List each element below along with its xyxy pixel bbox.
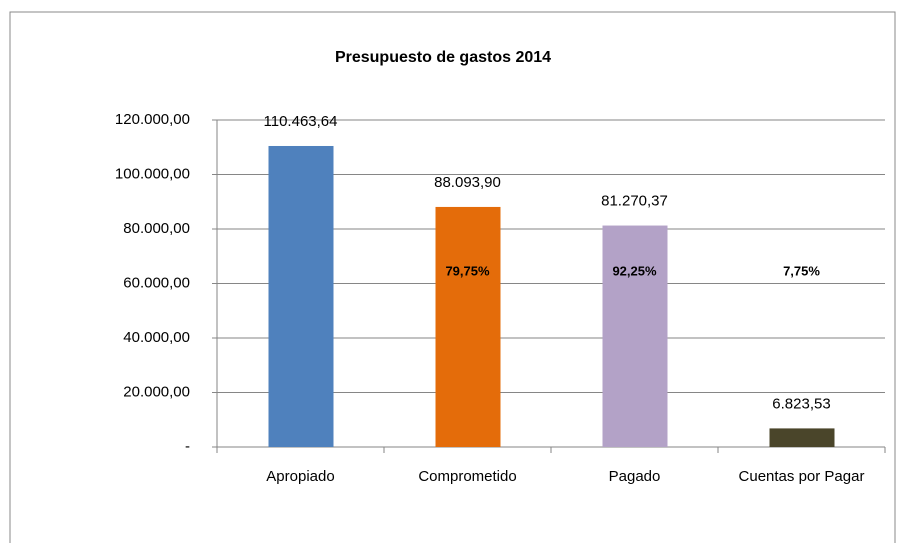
- percent-label: 79,75%: [445, 263, 490, 278]
- value-label: 110.463,64: [264, 113, 338, 130]
- value-label: 88.093,90: [434, 174, 501, 191]
- x-tick-label: Cuentas por Pagar: [739, 468, 865, 485]
- bar: [435, 206, 501, 447]
- value-label: 6.823,53: [772, 395, 830, 412]
- bar: [769, 428, 835, 447]
- y-tick-label: -: [185, 438, 190, 455]
- percent-label: 92,25%: [612, 263, 657, 278]
- value-label: 81.270,37: [601, 193, 668, 210]
- y-tick-label: 20.000,00: [123, 383, 190, 400]
- bar: [268, 145, 334, 448]
- x-tick-label: Comprometido: [418, 468, 516, 485]
- y-tick-label: 80.000,00: [123, 220, 190, 237]
- y-tick-label: 100.000,00: [115, 165, 190, 182]
- percent-label: 7,75%: [783, 263, 820, 278]
- x-tick-label: Pagado: [609, 468, 661, 485]
- x-tick-label: Apropiado: [266, 468, 334, 485]
- y-tick-label: 60.000,00: [123, 274, 190, 291]
- chart-title: Presupuesto de gastos 2014: [335, 49, 551, 66]
- y-tick-label: 40.000,00: [123, 329, 190, 346]
- y-tick-label: 120.000,00: [115, 111, 190, 128]
- bar: [602, 225, 668, 447]
